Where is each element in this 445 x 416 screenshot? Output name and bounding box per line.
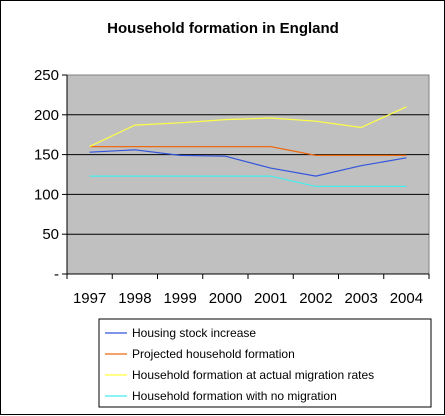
- legend-box: [98, 318, 432, 408]
- legend-entry-1: Housing stock increase: [132, 326, 256, 340]
- series-line-2: [89, 146, 407, 156]
- series-line-1: [89, 149, 407, 177]
- legend-entry-3: Household formation at actual migration …: [132, 368, 374, 382]
- y-tick-label: 150: [34, 147, 59, 164]
- axes: - 50 100 150 200 250 1997 1998 1999 2000 2001 2002 2…: [34, 67, 430, 307]
- x-tick-label: 2003: [344, 290, 377, 307]
- series-line-3: [89, 106, 407, 148]
- legend-entry-4: Household formation with no migration: [132, 389, 337, 403]
- x-tick-label: 2000: [209, 290, 242, 307]
- legend: Housing stock increase Projected househol…: [98, 318, 432, 408]
- y-tick-label: 200: [34, 107, 59, 124]
- x-tick-label: 1997: [73, 290, 106, 307]
- x-tick-label: 2002: [299, 290, 332, 307]
- y-tick-label: 100: [34, 186, 59, 203]
- x-tick-label: 1999: [163, 290, 196, 307]
- series-lines: [89, 106, 407, 187]
- legend-entry-2: Projected household formation: [132, 347, 295, 361]
- y-tick-label: 250: [34, 67, 59, 84]
- x-tick-label: 1998: [118, 290, 151, 307]
- chart-title: Household formation in England: [107, 20, 339, 37]
- plot-area: [66, 74, 430, 275]
- grid-lines: [67, 114, 429, 235]
- x-tick-label: 2001: [254, 290, 287, 307]
- x-tick-label: 2004: [390, 290, 423, 307]
- series-line-4: [89, 175, 407, 187]
- y-tick-label: 50: [42, 226, 59, 243]
- y-tick-label: -: [54, 266, 59, 283]
